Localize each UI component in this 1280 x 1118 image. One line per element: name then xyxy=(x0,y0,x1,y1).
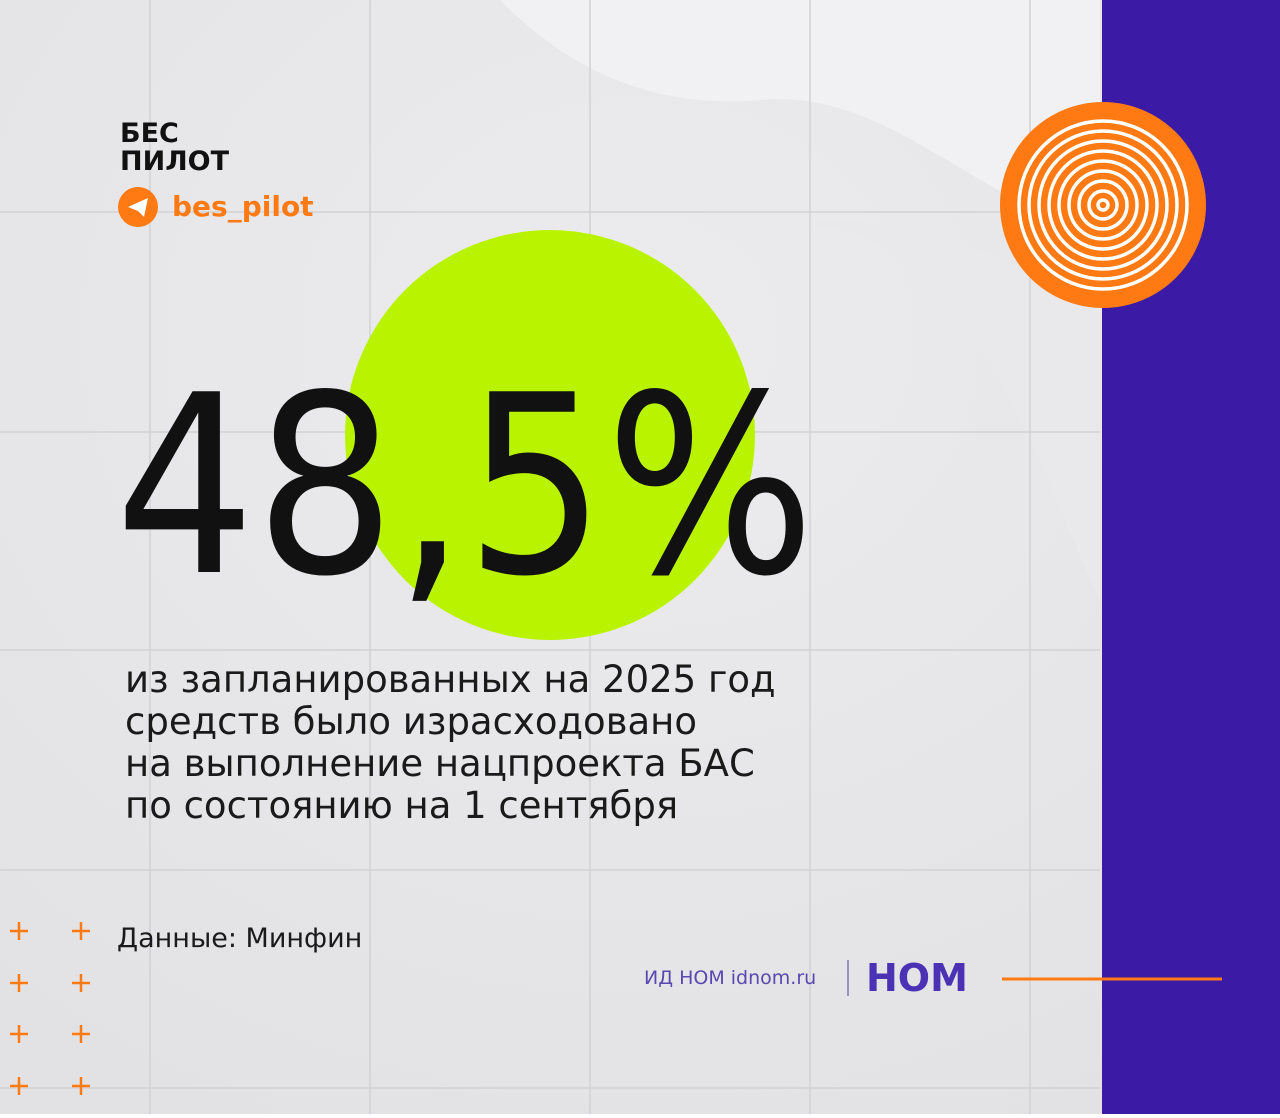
source: Данные: Минфин xyxy=(117,923,362,954)
telegram-plane xyxy=(128,198,148,217)
headline-line: по состоянию на 1 сентября xyxy=(125,784,678,827)
headline-line: средств было израсходовано xyxy=(125,700,697,743)
plus-signs xyxy=(10,922,90,1095)
publisher[interactable]: ИД НОМ idnom.ru xyxy=(644,967,816,989)
footer-logo: НОМ xyxy=(866,956,968,1000)
orange-target xyxy=(1000,102,1206,308)
background-wave xyxy=(760,221,1100,600)
brand-line: ПИЛОТ xyxy=(120,146,230,177)
background-wave xyxy=(500,0,1100,240)
headline-stat: 48,5% xyxy=(115,343,815,631)
grid xyxy=(0,0,1100,1114)
headline-line: на выполнение нацпроекта БАС xyxy=(125,742,755,785)
lime-circle xyxy=(345,230,755,640)
headline-line: из запланированных на 2025 год xyxy=(125,658,776,701)
brand-line: БЕС xyxy=(120,118,179,149)
brand-handle[interactable]: bes_pilot xyxy=(172,190,314,223)
